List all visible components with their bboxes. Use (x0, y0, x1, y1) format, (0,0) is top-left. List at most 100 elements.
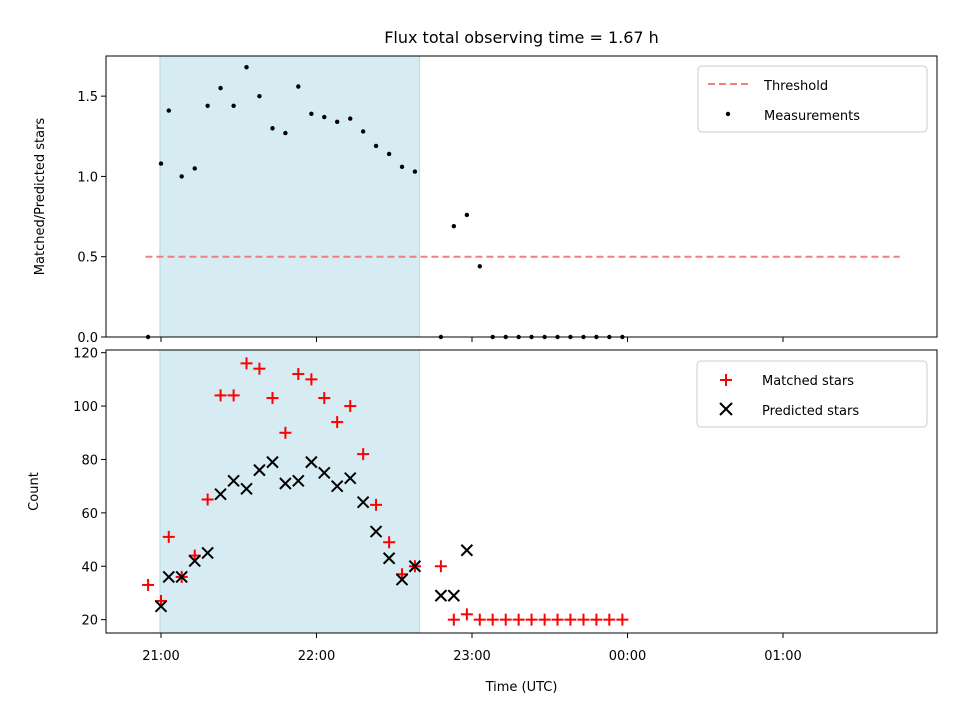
matched-star-point (162, 530, 175, 543)
ratio-y-tick-label: 0.5 (77, 251, 98, 266)
count-y-tick-label: 80 (81, 453, 98, 468)
count-legend-box (696, 360, 928, 428)
predicted-star-point (434, 589, 448, 602)
ratio-y-tick-label: 0.0 (77, 331, 98, 346)
count-axes-frame (105, 349, 938, 634)
ratio-legend: Threshold Measurements (697, 65, 928, 133)
predicted-star-point (266, 455, 279, 469)
count-x-ticks: 21:00 22:00 23:00 00:00 01:00 (142, 633, 802, 664)
matched-star-point (383, 536, 396, 549)
matched-star-point (590, 613, 603, 626)
predicted-star-point (318, 466, 331, 480)
predicted-star-point (395, 573, 409, 586)
matched-star-point (499, 613, 512, 626)
count-y-tick-label: 100 (73, 400, 98, 415)
count-y-tick-label: 60 (81, 507, 98, 522)
matched-star-point (538, 613, 551, 626)
matched-star-point (142, 578, 155, 591)
matched-star-point (486, 613, 499, 626)
measurement-point (412, 169, 418, 174)
measurement-point (296, 84, 301, 89)
measurement-point (192, 166, 197, 171)
matched-star-point (331, 416, 344, 429)
measurement-point (477, 264, 482, 269)
matched-star-point (564, 613, 577, 626)
measurement-point (218, 85, 223, 91)
predicted-star-point (240, 482, 253, 496)
predicted-star-point (460, 544, 474, 557)
predicted-star-point (201, 546, 214, 560)
predicted-star-point (175, 570, 188, 584)
count-x-tick-label: 21:00 (142, 649, 179, 664)
predicted-star-point (382, 552, 396, 565)
matched-star-point (344, 400, 357, 413)
predicted-star-point (447, 589, 461, 602)
matched-star-point (318, 392, 331, 405)
measurement-point (373, 143, 379, 149)
predicted-star-point (154, 600, 168, 613)
measurement-point (348, 116, 353, 121)
legend-predicted-label: Predicted stars (762, 404, 859, 419)
matched-star-point (305, 373, 318, 386)
predicted-star-point (344, 471, 357, 485)
measurement-point (322, 114, 327, 120)
matched-star-point (240, 357, 253, 370)
measurement-point (451, 224, 457, 229)
measurement-point (166, 108, 171, 113)
matched-star-point (266, 392, 279, 405)
predicted-star-point (408, 560, 422, 573)
count-y-tick-label: 120 (73, 347, 98, 362)
matched-star-point (525, 613, 538, 626)
predicted-star-point (305, 455, 318, 469)
predicted-star-point (227, 474, 240, 488)
matched-star-point (460, 608, 473, 621)
observing-window-shade-bottom (159, 349, 421, 634)
matched-star-point (357, 448, 370, 461)
predicted-star-point (279, 477, 292, 490)
count-x-tick-label: 00:00 (609, 649, 646, 664)
matched-star-point (447, 613, 460, 626)
legend-measurements-swatch (725, 111, 731, 117)
count-panel: 20 40 60 80 100 120 21:00 22:00 23:00 00:00 01:00… (27, 347, 938, 695)
ratio-legend-box (697, 65, 928, 133)
measurement-point (270, 126, 275, 131)
predicted-stars-series (154, 455, 474, 613)
ratio-panel: 0.0 0.5 1.0 1.5 Flux total observing time =… (33, 28, 938, 346)
legend-measurements-label: Measurements (764, 109, 860, 124)
count-y-tick-label: 20 (81, 614, 98, 629)
legend-matched-label: Matched stars (762, 374, 854, 389)
legend-matched-swatch (720, 374, 732, 386)
matched-star-point (512, 613, 525, 626)
matched-star-point (370, 498, 383, 511)
matched-star-point (434, 560, 447, 573)
ratio-y-ticks: 0.0 0.5 1.0 1.5 (77, 90, 106, 346)
measurement-point (158, 161, 164, 166)
ratio-axes-frame (105, 55, 938, 338)
matched-star-point (616, 613, 629, 626)
observing-window-shade-top (159, 55, 421, 338)
predicted-star-point (188, 554, 201, 568)
matched-star-point (227, 389, 240, 402)
measurement-point (231, 103, 236, 108)
predicted-star-point (253, 463, 266, 477)
measurement-point (257, 93, 262, 99)
matched-star-point (473, 613, 486, 626)
predicted-star-point (369, 525, 383, 538)
matched-star-point (201, 493, 214, 506)
matched-star-point (214, 389, 227, 402)
chart-title: Flux total observing time = 1.67 h (384, 28, 659, 47)
count-legend: Matched stars Predicted stars (696, 360, 928, 428)
predicted-star-point (162, 570, 175, 584)
measurement-point (399, 164, 405, 169)
measurement-point (464, 212, 470, 218)
legend-threshold-label: Threshold (763, 79, 828, 94)
measurement-point (386, 151, 392, 157)
matched-star-point (551, 613, 564, 626)
predicted-star-point (356, 495, 370, 509)
predicted-star-point (292, 474, 305, 488)
count-y-tick-label: 40 (81, 560, 98, 575)
ratio-y-tick-label: 1.5 (77, 90, 98, 105)
ratio-y-axis-label: Matched/Predicted stars (33, 118, 48, 276)
count-y-ticks: 20 40 60 80 100 120 (73, 347, 106, 629)
